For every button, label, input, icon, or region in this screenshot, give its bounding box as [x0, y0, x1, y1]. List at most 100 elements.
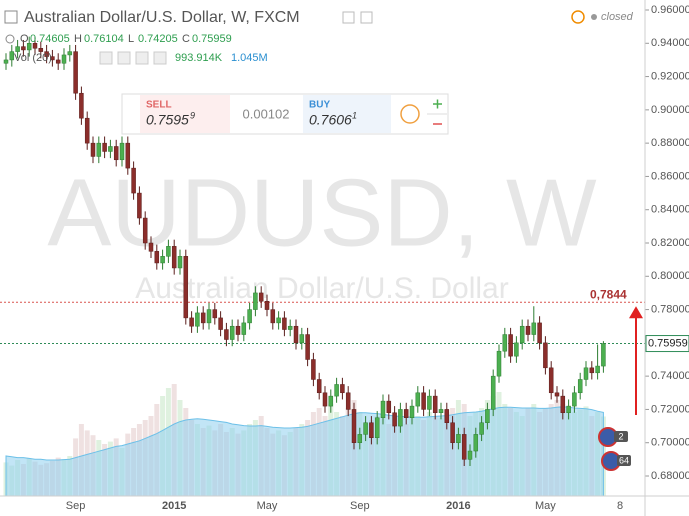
candle-body	[456, 434, 461, 443]
candle-body	[322, 392, 328, 407]
plus-button[interactable]	[433, 99, 442, 109]
vol-button[interactable]	[135, 51, 149, 65]
candle-body	[166, 246, 171, 257]
candle-body	[543, 342, 548, 369]
vol-button[interactable]	[99, 51, 113, 65]
candle-body	[131, 167, 136, 194]
candle-body	[479, 422, 484, 435]
y-tick-label: 0.72000	[651, 403, 689, 415]
candle-body	[461, 434, 467, 460]
badge-count: 2	[618, 431, 623, 441]
candle-body	[537, 322, 542, 344]
ohlc-letter: C	[182, 33, 190, 45]
candle-body	[415, 392, 421, 407]
settings-icon[interactable]	[342, 11, 355, 24]
watermark: AUDUSD, W	[47, 159, 597, 266]
candle-body	[334, 384, 339, 397]
y-tick-label: 0.94000	[651, 37, 689, 49]
candle-body	[119, 142, 125, 161]
candle-body	[171, 246, 177, 269]
badge-count-box	[617, 455, 631, 466]
candle-body	[218, 317, 223, 330]
candle-body	[432, 395, 438, 414]
collapse-icon	[5, 34, 15, 44]
candle-body	[177, 256, 183, 269]
close-icon[interactable]	[360, 11, 373, 24]
candle-body	[276, 317, 281, 324]
sell-button[interactable]	[140, 95, 230, 133]
candle-body	[409, 405, 415, 419]
target-arrowhead	[629, 306, 643, 319]
ohlc-value: 0.75959	[192, 33, 232, 45]
warning-icon[interactable]	[571, 10, 585, 24]
candle-body	[328, 395, 334, 407]
candle-body	[351, 409, 357, 443]
candle-body	[241, 322, 247, 335]
vol-button[interactable]	[117, 51, 131, 65]
candle-body	[293, 325, 299, 344]
y-tick-label: 0.78000	[651, 303, 689, 315]
ohlc-letter: O	[20, 33, 29, 45]
candle-body	[200, 312, 206, 324]
sell-pip: 9	[190, 110, 195, 120]
candle-body	[589, 367, 595, 374]
candle-body	[189, 317, 194, 327]
ohlc-value: 0.74605	[30, 33, 70, 45]
x-tick-label: Sep	[350, 500, 370, 512]
y-tick-label: 0.90000	[651, 104, 689, 116]
candle-body	[380, 400, 386, 419]
candle-body	[212, 309, 218, 319]
candle-body	[554, 392, 560, 397]
candle-body	[369, 422, 374, 438]
candle-body	[467, 450, 473, 460]
ohlc-letter: H	[74, 33, 82, 45]
candle-body	[3, 59, 9, 64]
y-tick-label: 0.92000	[651, 70, 689, 82]
candle-body	[235, 325, 241, 335]
candle-body	[311, 359, 316, 380]
candle-body	[229, 325, 235, 340]
candle-body	[438, 409, 444, 414]
sell-price: 0.7595	[146, 112, 189, 128]
candle-body	[299, 334, 305, 344]
last-price-box	[645, 335, 689, 353]
ohlc-value: 0.74205	[138, 33, 178, 45]
candle-body	[595, 365, 600, 374]
candle-body	[38, 48, 44, 52]
target-label: 0,7844	[590, 287, 627, 301]
candle-body	[206, 309, 212, 324]
sell-label: SELL	[146, 100, 172, 111]
spread: 0.00102	[243, 106, 290, 121]
ohlc-value: 0.76104	[84, 33, 124, 45]
volume-ma-value: 1.045M	[231, 52, 268, 64]
volume-title: Vol (20)	[14, 52, 52, 64]
candle-body	[525, 325, 531, 335]
vol-button[interactable]	[153, 51, 167, 65]
y-tick-label: 0.82000	[651, 237, 689, 249]
candle-body	[421, 392, 426, 410]
candle-body	[15, 46, 20, 52]
candle-body	[26, 43, 32, 51]
candle-body	[357, 434, 363, 443]
status-text: closed	[601, 11, 634, 23]
candle-body	[496, 350, 502, 377]
candle-body	[577, 379, 583, 394]
candle-body	[61, 54, 67, 64]
candle-body	[137, 192, 142, 219]
candle-body	[363, 422, 368, 435]
candle-body	[502, 334, 508, 352]
candle-body	[386, 400, 392, 414]
candle-body	[258, 292, 264, 302]
candle-body	[148, 242, 154, 252]
candle-body	[485, 409, 490, 423]
info-icon[interactable]	[400, 104, 420, 124]
menu-icon[interactable]	[4, 10, 18, 24]
buy-button[interactable]	[303, 95, 391, 133]
watermark-subtitle: Australian Dollar/U.S. Dollar	[135, 272, 508, 305]
candle-body	[450, 422, 455, 443]
candle-body	[392, 412, 397, 427]
y-tick-label: 0.74000	[651, 370, 689, 382]
badge-count: 64	[619, 455, 629, 465]
candle-body	[282, 317, 287, 330]
